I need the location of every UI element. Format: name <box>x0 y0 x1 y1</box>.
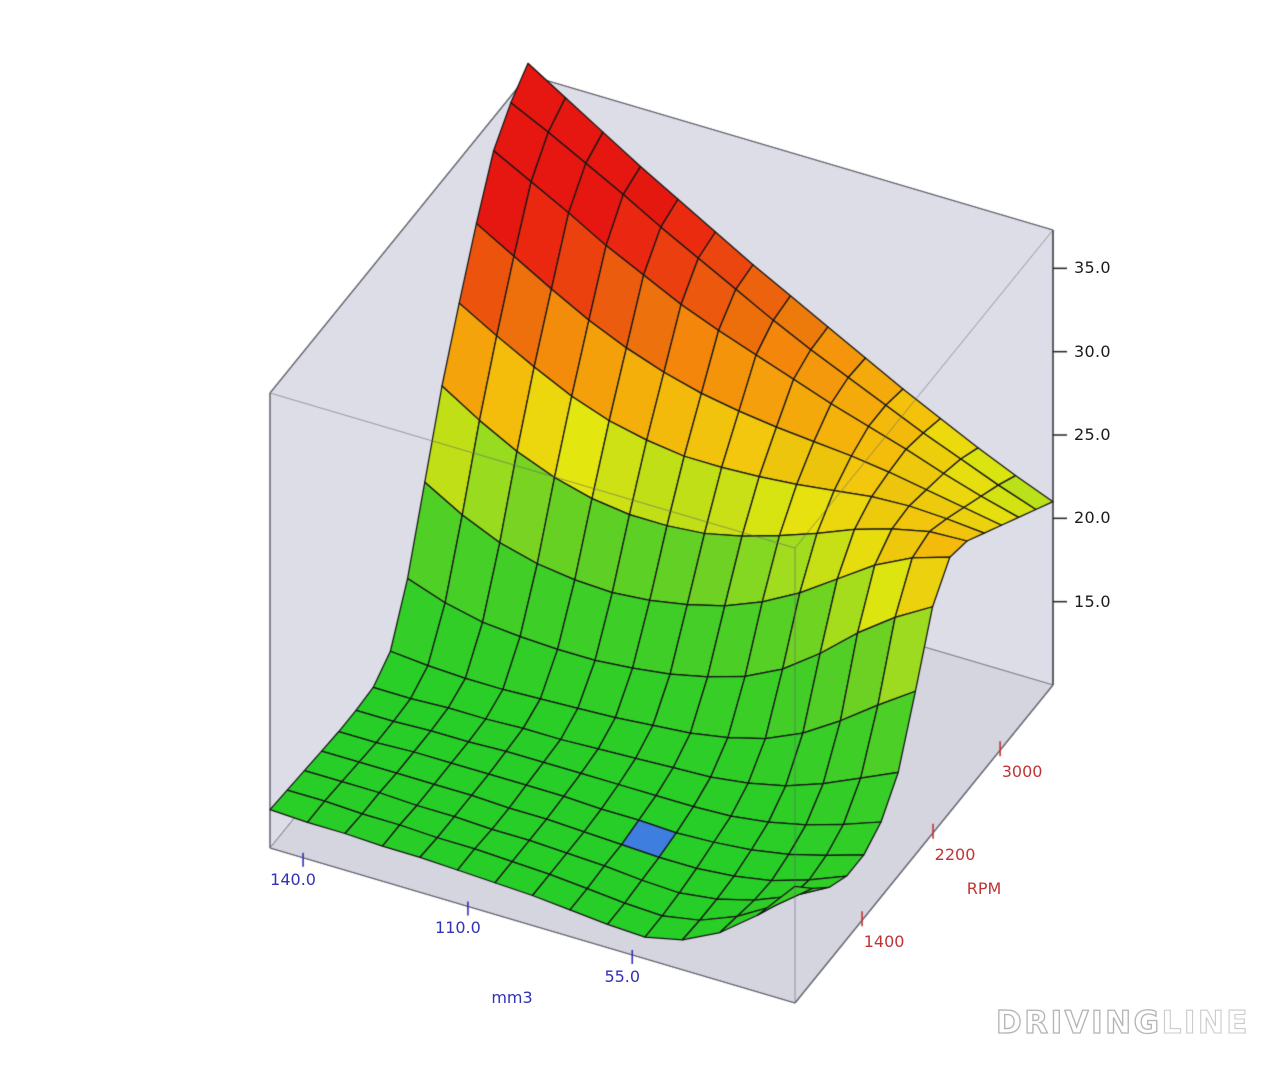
rpm-axis-title: RPM <box>966 879 1002 898</box>
watermark-line: LINE <box>1161 1004 1250 1041</box>
mm3-axis-title: mm3 <box>491 988 533 1007</box>
watermark-drivingline: DRIVINGLINE <box>995 1004 1250 1041</box>
watermark-driving: DRIVING <box>995 1004 1162 1041</box>
